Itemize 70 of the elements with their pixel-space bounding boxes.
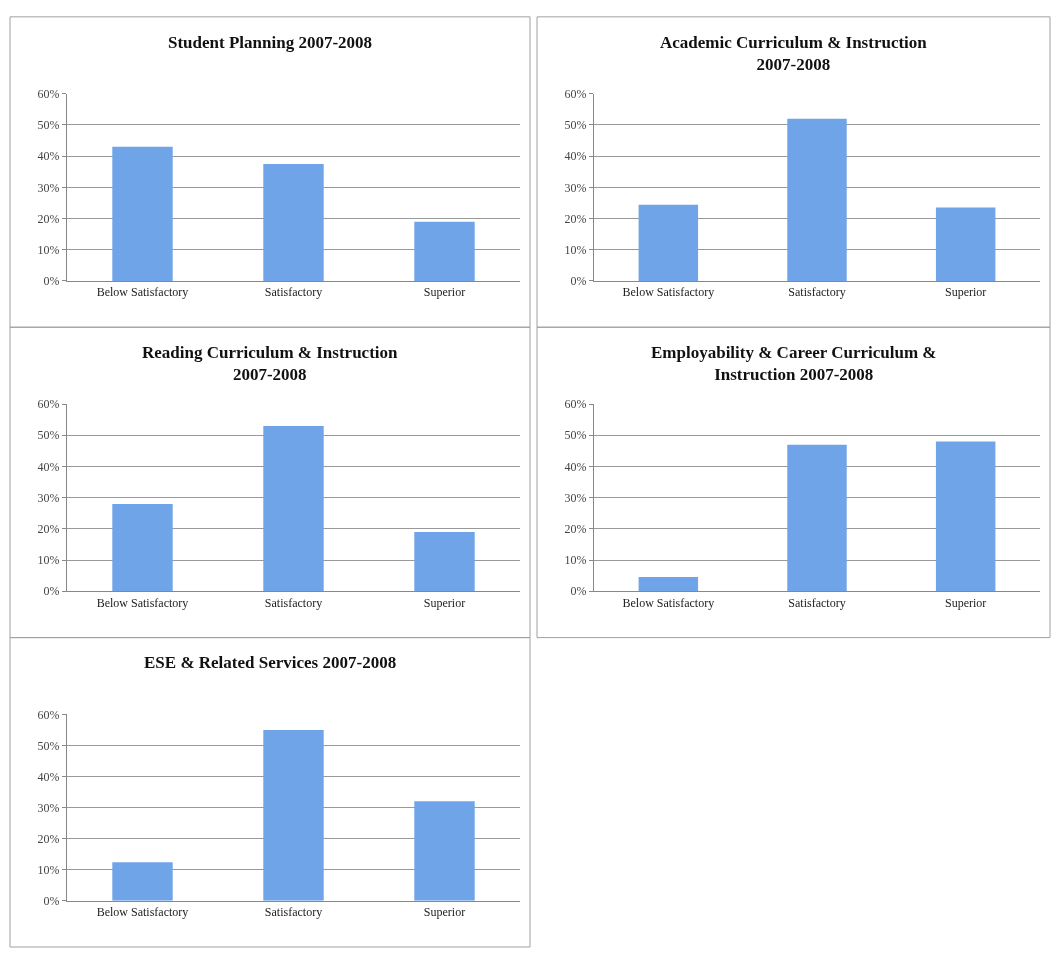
bar	[263, 729, 324, 901]
y-tick-label: 40%	[37, 149, 60, 164]
bar	[414, 532, 475, 592]
y-tick-label: 20%	[37, 211, 60, 226]
bar	[112, 862, 173, 901]
y-tick-label: 60%	[37, 397, 60, 412]
y-tick-label: 40%	[37, 769, 60, 784]
chart-title: Employability & Career Curriculum & Instruction 2007-2008	[651, 343, 937, 385]
x-tick-label: Below Satisfactory	[96, 595, 189, 610]
y-tick-label: 0%	[43, 584, 60, 599]
x-tick-label: Below Satisfactory	[96, 285, 189, 300]
x-tick-label: Satisfactory	[264, 905, 323, 920]
chart-title: Academic Curriculum & Instruction 2007-2008	[660, 33, 928, 75]
y-tick-label: 20%	[564, 211, 587, 226]
y-tick-label: 50%	[37, 428, 60, 443]
x-tick-label: Satisfactory	[264, 595, 323, 610]
y-tick-label: 50%	[564, 118, 587, 133]
y-tick-label: 40%	[564, 149, 587, 164]
y-tick-label: 10%	[564, 242, 587, 257]
x-tick-label: Below Satisfactory	[622, 285, 715, 300]
bar	[787, 444, 847, 592]
y-tick-label: 30%	[564, 180, 587, 195]
bar	[414, 221, 475, 281]
y-tick-label: 10%	[37, 862, 60, 877]
bar	[638, 576, 699, 592]
bar	[935, 207, 996, 281]
y-tick-label: 0%	[570, 584, 587, 599]
y-tick-label: 50%	[37, 118, 60, 133]
y-tick-label: 0%	[570, 274, 587, 289]
bar	[414, 801, 475, 901]
x-tick-label: Satisfactory	[788, 285, 846, 300]
x-tick-label: Superior	[423, 285, 466, 300]
x-tick-label: Satisfactory	[264, 285, 323, 300]
y-tick-label: 30%	[37, 800, 60, 815]
y-tick-label: 10%	[564, 553, 587, 568]
bar	[787, 118, 847, 281]
y-tick-label: 10%	[37, 553, 60, 568]
y-tick-label: 50%	[37, 738, 60, 753]
y-tick-label: 20%	[37, 522, 60, 537]
x-tick-label: Below Satisfactory	[622, 595, 715, 610]
x-tick-label: Superior	[945, 285, 987, 300]
y-tick-label: 10%	[37, 242, 60, 257]
y-tick-label: 50%	[564, 428, 587, 443]
bar	[112, 146, 173, 281]
y-tick-label: 60%	[37, 707, 60, 722]
x-tick-label: Superior	[423, 595, 466, 610]
x-tick-label: Superior	[423, 905, 466, 920]
chart-title: Student Planning 2007-2008	[168, 33, 373, 52]
chart-title: ESE & Related Services 2007-2008	[144, 653, 397, 672]
y-tick-label: 40%	[564, 459, 587, 474]
chart-title: Reading Curriculum & Instruction 2007-2008	[142, 343, 399, 385]
y-tick-label: 60%	[564, 397, 587, 412]
y-tick-label: 0%	[43, 893, 60, 908]
x-tick-label: Satisfactory	[788, 595, 846, 610]
y-tick-label: 30%	[564, 490, 587, 505]
y-tick-label: 30%	[37, 180, 60, 195]
bar	[112, 503, 173, 592]
y-tick-label: 0%	[43, 274, 60, 289]
bar	[263, 425, 324, 592]
x-tick-label: Superior	[945, 595, 987, 610]
y-tick-label: 60%	[37, 86, 60, 101]
y-tick-label: 30%	[37, 490, 60, 505]
bar	[263, 163, 324, 281]
y-tick-label: 40%	[37, 459, 60, 474]
y-tick-label: 20%	[564, 522, 587, 537]
y-tick-label: 20%	[37, 831, 60, 846]
bar	[638, 204, 699, 281]
x-tick-label: Below Satisfactory	[96, 905, 189, 920]
bar	[935, 441, 996, 592]
y-tick-label: 60%	[564, 86, 587, 101]
